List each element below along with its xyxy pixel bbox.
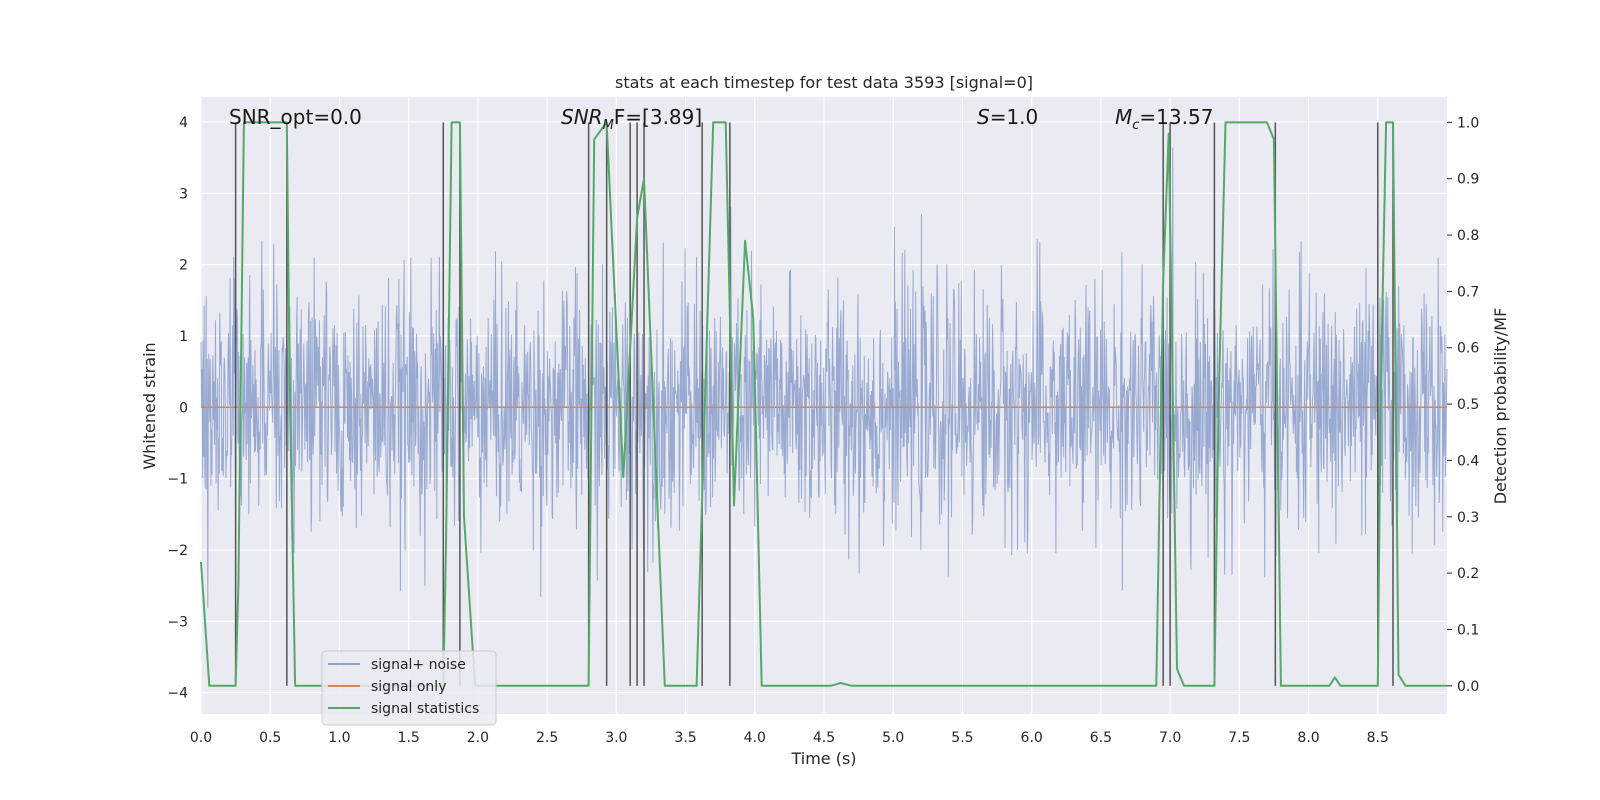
annotation-mc-base: M (1115, 105, 1132, 129)
annotation-snr-mf: SNRMF=[3.89] (561, 105, 702, 133)
y-right-tick-label: 0.6 (1457, 341, 1479, 357)
y-right-tick-label: 1.0 (1457, 115, 1479, 131)
x-tick-label: 3.5 (674, 730, 696, 746)
signal-statistics-series (200, 121, 1447, 687)
annotation-snr-mf-base: SNR (561, 105, 603, 129)
annotation-s: S=1.0 (977, 105, 1038, 129)
y-axis-right-ticks: 1.0 0.9 0.8 0.7 0.6 0.5 0.4 0.3 0.2 0.1 0.0 (1447, 115, 1479, 695)
x-tick-label: 0.5 (259, 730, 281, 746)
y-right-tick-label: 0.4 (1457, 453, 1479, 469)
y-right-tick-label: 0.3 (1457, 510, 1479, 526)
annotation-s-rest: =1.0 (990, 105, 1039, 129)
x-tick-label: 2.5 (536, 730, 558, 746)
noise-series (200, 147, 1448, 608)
x-tick-label: 1.5 (398, 730, 420, 746)
x-tick-label: 4.5 (813, 730, 835, 746)
x-tick-label: 3.0 (605, 730, 627, 746)
x-tick-label: 6.5 (1090, 730, 1112, 746)
y-left-tick-label: −3 (167, 614, 188, 630)
legend-label-signal-statistics: signal statistics (371, 701, 479, 717)
annotation-snr-opt: SNR_opt=0.0 (229, 105, 362, 129)
legend: signal+ noise signal only signal statist… (321, 650, 497, 726)
chart-title: stats at each timestep for test data 359… (615, 73, 1033, 92)
annotation-s-base: S (977, 105, 990, 129)
x-tick-label: 7.5 (1228, 730, 1250, 746)
x-tick-label: 1.0 (328, 730, 350, 746)
x-tick-label: 8.5 (1367, 730, 1389, 746)
legend-label-signal-noise: signal+ noise (371, 657, 466, 673)
y-right-tick-label: 0.1 (1457, 622, 1479, 638)
y-axis-left-label: Whitened strain (140, 342, 159, 469)
y-left-tick-label: −2 (167, 543, 188, 559)
y-right-tick-label: 0.2 (1457, 566, 1479, 582)
legend-label-signal-only: signal only (371, 679, 446, 695)
x-tick-label: 7.0 (1159, 730, 1181, 746)
y-right-tick-label: 0.5 (1457, 397, 1479, 413)
signal-statistics-line (200, 121, 1447, 687)
x-tick-label: 2.0 (467, 730, 489, 746)
annotation-snr-mf-sub: M (603, 118, 614, 133)
y-left-tick-label: 4 (179, 115, 188, 131)
y-right-tick-label: 0.7 (1457, 284, 1479, 300)
x-axis-ticks: 0.0 0.5 1.0 1.5 2.0 2.5 3.0 3.5 4.0 4.5 5.0 5.5 6.0 6… (190, 730, 1389, 746)
x-tick-label: 5.5 (951, 730, 973, 746)
annotation-mc-sub: c (1132, 118, 1139, 133)
y-left-tick-label: 3 (179, 186, 188, 202)
vertical-markers (234, 122, 1394, 686)
y-right-tick-label: 0.8 (1457, 228, 1479, 244)
legend-box (321, 650, 497, 726)
y-right-tick-label: 0.9 (1457, 172, 1479, 188)
y-axis-left-ticks: 4 3 2 1 0 −1 −2 −3 −4 (167, 115, 188, 702)
y-left-tick-label: −4 (167, 686, 188, 702)
x-tick-label: 6.0 (1021, 730, 1043, 746)
annotation-snr-mf-rest: F=[3.89] (614, 105, 702, 129)
y-left-tick-label: 1 (179, 329, 188, 345)
y-left-tick-label: 0 (179, 400, 188, 416)
x-tick-label: 8.0 (1297, 730, 1319, 746)
x-tick-label: 4.0 (744, 730, 766, 746)
signal-noise-line (200, 147, 1448, 608)
y-left-tick-label: 2 (179, 258, 188, 274)
x-tick-label: 5.0 (882, 730, 904, 746)
annotation-mc: Mc=13.57 (1115, 105, 1213, 133)
annotation-mc-rest: =13.57 (1139, 105, 1213, 129)
y-right-tick-label: 0.0 (1457, 679, 1479, 695)
x-axis-label: Time (s) (790, 749, 856, 768)
x-tick-label: 0.0 (190, 730, 212, 746)
y-axis-right-label: Detection probability/MF (1491, 308, 1510, 505)
y-left-tick-label: −1 (167, 472, 188, 488)
